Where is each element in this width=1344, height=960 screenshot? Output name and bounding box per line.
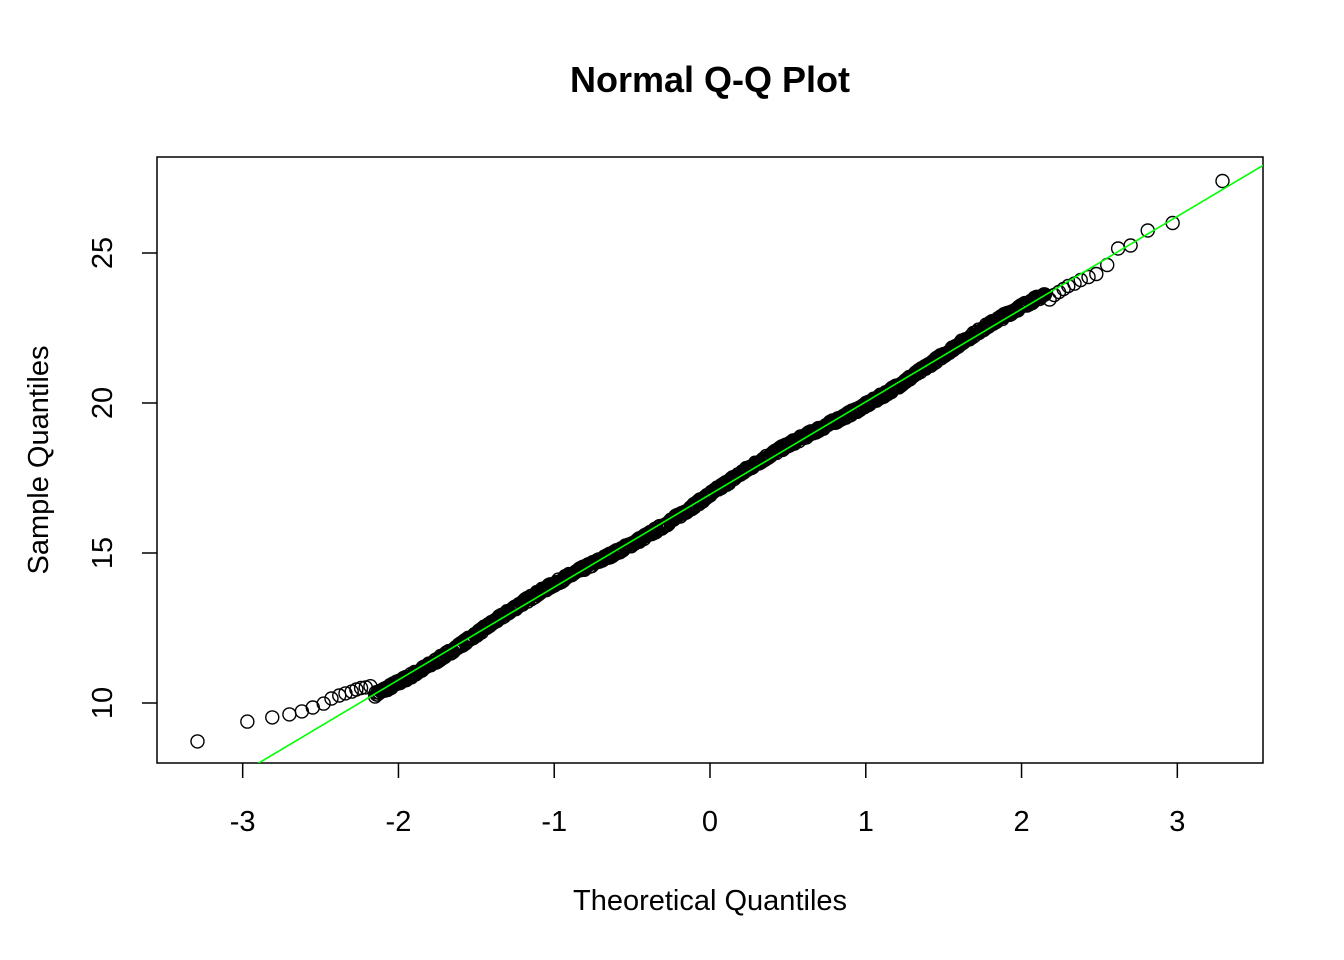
x-tick-label: -1 [541, 806, 567, 838]
x-tick-label: 3 [1169, 806, 1185, 838]
qq-reference-line [257, 164, 1263, 763]
data-point [363, 679, 378, 694]
data-point [240, 714, 255, 729]
data-point [190, 734, 205, 749]
y-axis-label: Sample Quantiles [23, 346, 55, 575]
data-point [1123, 238, 1138, 253]
x-tick-label: 0 [702, 806, 718, 838]
data-point [282, 707, 297, 722]
data-point [1081, 269, 1096, 285]
data-point [1037, 287, 1053, 302]
plot-area: -3 -2 -1 0 1 2 3 10 15 20 25 [87, 156, 1264, 838]
y-tick-label: 15 [87, 537, 119, 569]
data-point [324, 691, 339, 706]
data-point [1215, 173, 1230, 189]
data-point [265, 710, 280, 725]
plot-frame [156, 156, 1264, 764]
x-tick-label: 1 [858, 806, 874, 838]
x-axis-label: Theoretical Quantiles [573, 885, 847, 917]
data-point [316, 696, 331, 711]
chart-title: Normal Q-Q Plot [570, 59, 850, 100]
y-tick-label: 10 [87, 687, 119, 719]
x-tick-label: -3 [230, 806, 256, 838]
data-point [353, 680, 369, 696]
y-tick-label: 20 [87, 387, 119, 419]
y-tick-label: 25 [87, 237, 119, 269]
x-tick-label: 2 [1013, 806, 1029, 838]
x-tick-label: -2 [386, 806, 412, 838]
data-point [1089, 266, 1104, 282]
